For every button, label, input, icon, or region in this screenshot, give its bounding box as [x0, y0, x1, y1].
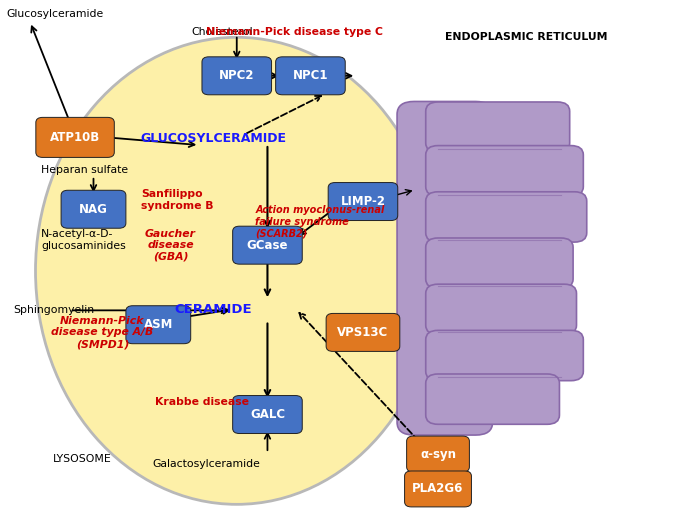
FancyBboxPatch shape [426, 330, 584, 381]
FancyBboxPatch shape [126, 305, 190, 344]
FancyBboxPatch shape [233, 226, 302, 264]
Text: Glucosylceramide: Glucosylceramide [7, 9, 104, 19]
FancyBboxPatch shape [426, 102, 570, 152]
Text: Sphingomyelin: Sphingomyelin [13, 305, 94, 315]
FancyBboxPatch shape [233, 396, 302, 433]
Text: ENDOPLASMIC RETICULUM: ENDOPLASMIC RETICULUM [445, 33, 608, 42]
Text: Krabbe disease: Krabbe disease [155, 397, 249, 407]
FancyBboxPatch shape [326, 313, 400, 351]
FancyBboxPatch shape [405, 471, 471, 507]
Text: GALC: GALC [250, 408, 285, 421]
Text: CERAMIDE: CERAMIDE [174, 303, 251, 316]
Text: Cholesterol: Cholesterol [191, 27, 253, 37]
FancyBboxPatch shape [202, 57, 271, 95]
FancyBboxPatch shape [328, 183, 398, 220]
Text: ATP10B: ATP10B [50, 131, 100, 144]
FancyBboxPatch shape [426, 284, 577, 334]
Text: Action myoclonus-renal
failure syndrome
(SCARB2): Action myoclonus-renal failure syndrome … [256, 205, 384, 239]
Text: NPC2: NPC2 [219, 69, 255, 83]
Text: Heparan sulfate: Heparan sulfate [41, 165, 128, 175]
FancyBboxPatch shape [61, 190, 126, 228]
Text: GLUCOSYLCERAMIDE: GLUCOSYLCERAMIDE [140, 132, 286, 145]
Text: Sanfilippo
syndrome B: Sanfilippo syndrome B [141, 189, 214, 211]
FancyBboxPatch shape [426, 192, 587, 242]
Text: Gaucher
disease
(GBA): Gaucher disease (GBA) [145, 229, 196, 262]
FancyBboxPatch shape [275, 57, 345, 95]
FancyBboxPatch shape [36, 117, 114, 157]
Text: Niemann-Pick
disease type A/B
(SMPD1): Niemann-Pick disease type A/B (SMPD1) [51, 316, 153, 349]
Text: PLA2G6: PLA2G6 [412, 482, 464, 495]
FancyBboxPatch shape [426, 146, 584, 196]
Text: NAG: NAG [79, 203, 108, 216]
Text: LIMP-2: LIMP-2 [340, 195, 386, 208]
Text: ASM: ASM [144, 318, 173, 331]
Text: LYSOSOME: LYSOSOME [53, 454, 111, 464]
Text: N-acetyl-α-D-
glucosaminides: N-acetyl-α-D- glucosaminides [41, 229, 126, 251]
Text: VPS13C: VPS13C [337, 326, 388, 339]
FancyBboxPatch shape [407, 436, 469, 472]
FancyBboxPatch shape [426, 374, 560, 424]
Ellipse shape [36, 37, 438, 504]
FancyBboxPatch shape [397, 102, 493, 435]
Text: Niemann-Pick disease type C: Niemann-Pick disease type C [206, 27, 383, 37]
Text: Galactosylceramide: Galactosylceramide [152, 459, 260, 470]
Text: α-syn: α-syn [420, 447, 456, 461]
Text: GCase: GCase [247, 239, 288, 252]
FancyBboxPatch shape [426, 238, 573, 288]
Text: NPC1: NPC1 [292, 69, 328, 83]
